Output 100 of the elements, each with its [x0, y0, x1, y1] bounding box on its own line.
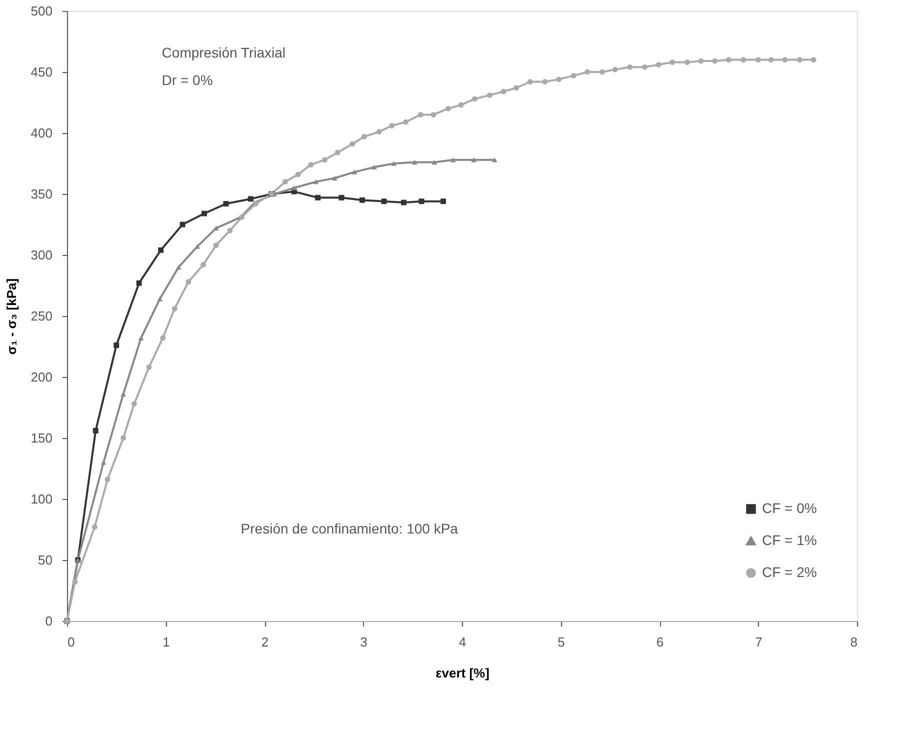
point [322, 157, 328, 163]
point [313, 179, 319, 184]
point [401, 200, 406, 206]
y-tick-label: 450 [30, 64, 52, 80]
point [248, 196, 254, 202]
point [295, 172, 301, 178]
point [352, 170, 358, 174]
point [138, 336, 144, 340]
point [176, 264, 182, 270]
point [740, 57, 746, 63]
point [684, 60, 690, 65]
x-tick-label: 0 [68, 634, 75, 650]
point [698, 58, 704, 64]
point [172, 306, 178, 312]
point [350, 141, 356, 147]
point [514, 85, 520, 91]
point [527, 79, 533, 84]
point [131, 401, 137, 407]
point [556, 76, 562, 82]
point [471, 157, 477, 162]
point [381, 198, 387, 204]
legend-label: CF = 0% [762, 500, 817, 516]
point [500, 88, 506, 94]
point [486, 92, 492, 98]
y-tick-label: 250 [30, 308, 52, 324]
point [768, 57, 774, 63]
point [315, 194, 321, 200]
point [402, 119, 408, 125]
point [104, 476, 110, 482]
x-tick-label: 3 [360, 634, 368, 650]
y-tick-label: 200 [30, 370, 52, 384]
point [391, 161, 397, 166]
point [136, 280, 142, 286]
point [213, 242, 219, 248]
legend-label: CF = 2% [762, 564, 817, 580]
point [72, 579, 78, 585]
point [612, 66, 618, 72]
point [338, 194, 344, 200]
point [599, 69, 605, 75]
point [389, 122, 395, 128]
point [334, 150, 340, 156]
point [796, 57, 802, 63]
legend-label: CF = 1% [762, 532, 817, 548]
point [450, 157, 456, 162]
point [782, 57, 788, 63]
point [332, 176, 338, 181]
point [440, 198, 446, 204]
annotation: Dr = 0% [162, 72, 213, 88]
point [223, 201, 229, 206]
point [712, 58, 718, 64]
point [472, 96, 478, 102]
point [200, 262, 206, 268]
point [371, 164, 377, 170]
point [432, 160, 438, 165]
y-tick-label: 50 [38, 552, 52, 568]
x-tick-label: 5 [558, 634, 565, 650]
y-axis-title: σ₁ - σ₃ [kPa] [4, 278, 19, 355]
point [670, 60, 676, 65]
point [430, 112, 436, 118]
y-tick-label: 100 [30, 492, 52, 506]
point [114, 342, 120, 348]
y-tick-label: 350 [30, 186, 52, 202]
point [92, 524, 98, 530]
x-tick-label: 4 [458, 634, 466, 650]
point [458, 102, 464, 108]
annotation: Presión de confinamiento: 100 kPa [240, 520, 458, 536]
point [418, 198, 424, 204]
point [412, 160, 418, 165]
point [376, 129, 382, 135]
point [418, 112, 424, 118]
point [656, 62, 662, 68]
y-tick-label: 500 [30, 4, 52, 18]
point [186, 279, 192, 285]
point [726, 57, 732, 63]
point [158, 247, 164, 253]
x-tick-label: 2 [261, 634, 269, 650]
x-tick-label: 8 [850, 634, 858, 650]
point [120, 435, 126, 441]
point [120, 392, 126, 396]
point [291, 186, 297, 190]
point [160, 335, 166, 341]
point [627, 64, 633, 70]
annotation: Compresión Triaxial [162, 44, 286, 61]
point [157, 296, 163, 302]
x-tick-label: 6 [656, 634, 664, 650]
y-tick-label: 300 [30, 248, 52, 262]
x-tick-label: 7 [755, 634, 762, 650]
point [542, 79, 548, 84]
point [227, 228, 233, 234]
x-axis-title: εvert [%] [436, 666, 490, 680]
point [492, 157, 498, 162]
point [584, 69, 590, 75]
point [810, 57, 816, 63]
point [202, 210, 207, 216]
y-tick-label: 0 [45, 614, 52, 628]
point [756, 57, 761, 63]
point [100, 460, 106, 465]
y-tick-label: 150 [30, 430, 52, 446]
point [308, 162, 314, 168]
point [362, 134, 367, 140]
